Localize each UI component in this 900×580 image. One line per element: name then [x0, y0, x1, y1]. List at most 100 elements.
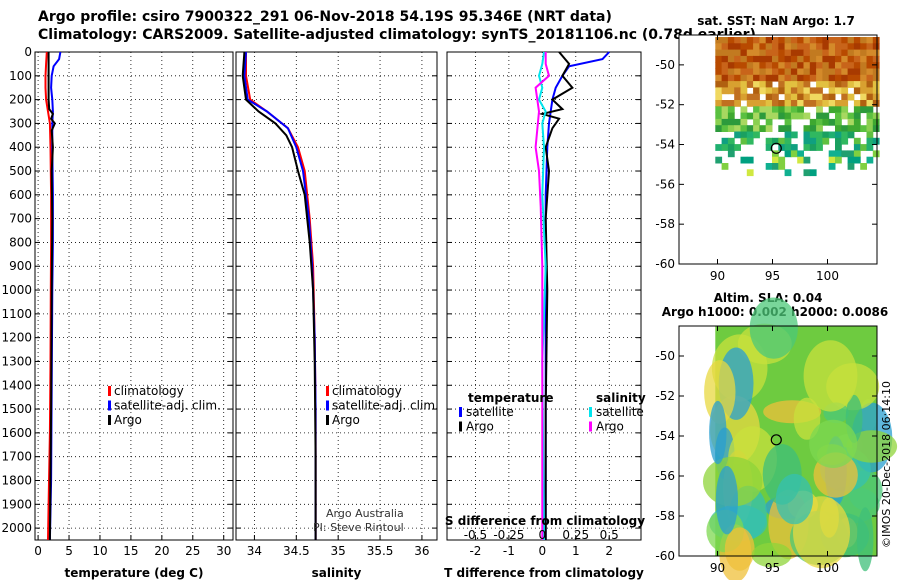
sst-pixel [872, 55, 880, 63]
sst-pixel [809, 49, 817, 57]
sst-pixel [866, 112, 874, 120]
salinity-diff-tick-label: 0.25 [562, 528, 589, 542]
pressure-tick-label: 800 [9, 235, 32, 249]
credit-argo-australia: Argo Australia [326, 507, 404, 520]
sst-pixel [740, 62, 748, 69]
sst-pixel [860, 62, 867, 69]
pressure-tick-label: 1600 [1, 426, 32, 440]
pressure-tick-label: 1200 [1, 331, 32, 345]
sst-pixel [841, 137, 849, 145]
sst-pixel [778, 163, 786, 170]
sla-map [678, 297, 898, 580]
sst-pixel [753, 81, 760, 88]
sst-pixel [822, 112, 830, 120]
legend-label: satellite [466, 405, 514, 419]
sst-pixel [746, 100, 754, 107]
pressure-tick-label: 1800 [1, 473, 32, 487]
sst-pixel [759, 55, 767, 63]
sla-blob [715, 466, 739, 535]
sst-map-lat-label: -50 [655, 58, 675, 72]
sst-pixel [721, 112, 729, 120]
sst-pixel [797, 112, 804, 120]
sst-pixel [797, 87, 804, 95]
sst-pixel [790, 144, 798, 151]
sst-pixel [715, 43, 723, 51]
sst-pixel [734, 93, 741, 101]
sst-pixel [816, 81, 823, 88]
sst-pixel [853, 68, 861, 76]
sst-pixel [835, 144, 842, 151]
sst-pixel [715, 74, 723, 82]
sst-pixel [803, 112, 811, 120]
sst-pixel [866, 87, 874, 95]
sst-pixel [853, 74, 861, 82]
sst-pixel [765, 100, 773, 107]
sst-pixel [853, 144, 861, 151]
sst-pixel [835, 37, 842, 44]
sst-pixel [740, 37, 748, 44]
sst-pixel [778, 62, 786, 69]
temperature-xtick-label: 10 [92, 544, 107, 558]
sst-pixel [872, 125, 880, 132]
sst-pixel [746, 93, 754, 101]
sst-pixel [778, 100, 786, 107]
sst-pixel [727, 112, 735, 120]
sst-pixel [784, 125, 792, 132]
sst-pixel [853, 81, 861, 88]
sla-blob [803, 340, 858, 412]
sst-pixel [727, 68, 735, 76]
sst-pixel [715, 144, 723, 151]
salinity-series-line [241, 51, 317, 540]
sst-pixel [715, 62, 723, 69]
sst-pixel [809, 68, 817, 76]
sst-pixel [816, 87, 823, 95]
sst-pixel [727, 100, 735, 107]
sst-pixel [847, 131, 855, 139]
sst-pixel [816, 49, 823, 57]
sst-pixel [778, 156, 786, 164]
sst-pixel [759, 74, 767, 82]
sst-pixel [828, 156, 836, 164]
sst-pixel [772, 37, 779, 44]
sst-pixel [853, 55, 861, 63]
sst-pixel [822, 62, 830, 69]
sst-pixel [816, 125, 823, 132]
sst-pixel [721, 62, 729, 69]
page-title-line2: Climatology: CARS2009. Satellite-adjuste… [38, 27, 756, 43]
sst-pixel [797, 100, 804, 107]
sst-pixel [847, 150, 855, 158]
salinity-diff-tick-label: -0.25 [493, 528, 524, 542]
differences-xlabel: T difference from climatology [444, 566, 644, 580]
sst-pixel [853, 87, 861, 95]
sst-pixel [797, 93, 804, 101]
sst-pixel [803, 87, 811, 95]
sst-pixel [753, 87, 760, 95]
temperature-xtick-label: 15 [123, 544, 138, 558]
sst-pixel [828, 93, 836, 101]
sst-pixel [765, 37, 773, 44]
sst-pixel [727, 81, 735, 88]
sst-pixel [727, 55, 735, 63]
sst-pixel [784, 112, 792, 120]
sst-pixel [797, 156, 804, 164]
sst-pixel [740, 68, 748, 76]
pressure-tick-label: 1100 [1, 307, 32, 321]
sst-pixel [866, 131, 874, 139]
sst-pixel [828, 49, 836, 57]
sst-pixel [816, 37, 823, 44]
sst-pixel [734, 125, 741, 132]
sst-pixel [721, 68, 729, 76]
sla-blob [704, 360, 736, 424]
sst-pixel [765, 74, 773, 82]
sst-pixel [841, 150, 849, 158]
sst-pixel [828, 81, 836, 88]
pressure-tick-label: 900 [9, 259, 32, 273]
sst-pixel [790, 37, 798, 44]
credit-pi: PI: Steve Rintoul [313, 521, 404, 534]
sst-pixel [809, 62, 817, 69]
sst-pixel [872, 93, 880, 101]
sst-pixel [715, 37, 723, 44]
salinity-diff-axis-label: S difference from climatology [445, 514, 645, 528]
sst-pixel [822, 137, 830, 145]
sst-pixel [721, 163, 729, 170]
